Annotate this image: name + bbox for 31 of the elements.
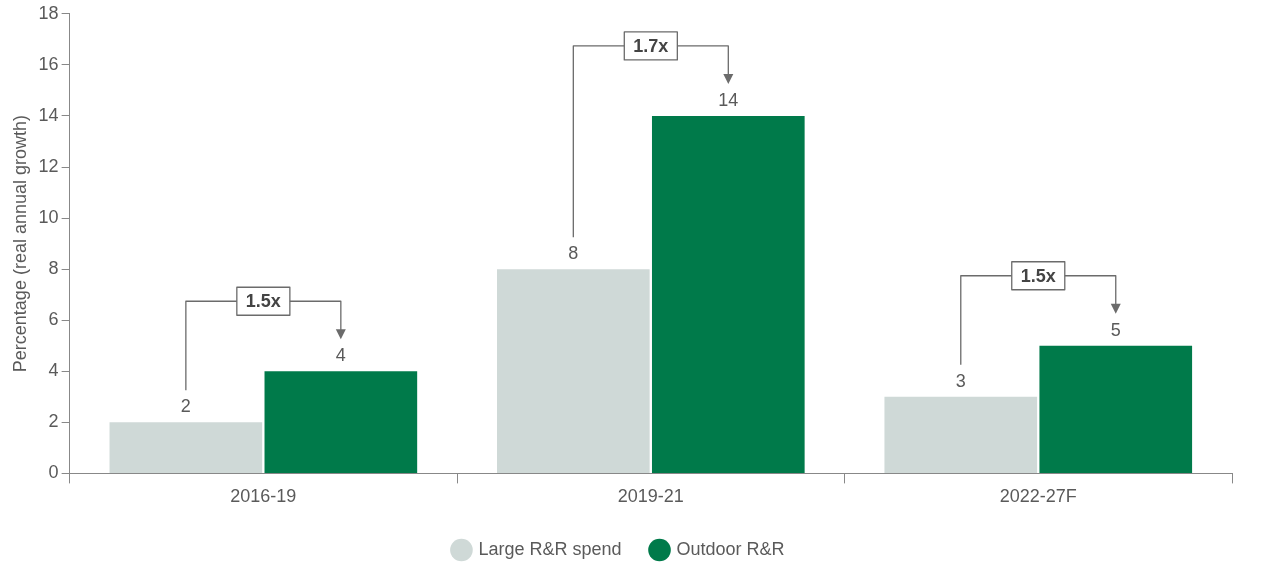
- y-tick-label: 18: [38, 2, 59, 23]
- y-tick-label: 16: [38, 53, 59, 74]
- y-tick-label: 6: [48, 309, 59, 330]
- y-tick-label: 12: [38, 155, 59, 176]
- bar: [1039, 345, 1193, 473]
- y-tick-label: 0: [48, 462, 59, 483]
- y-tick-label: 14: [38, 104, 59, 125]
- bar: [651, 115, 805, 473]
- y-axis-title: Percentage (real annual growth): [9, 115, 30, 373]
- data-label: 2: [180, 396, 191, 417]
- y-tick-label: 4: [48, 360, 59, 381]
- y-tick-label: 8: [48, 258, 59, 279]
- x-tick-label: 2019-21: [617, 486, 684, 507]
- bar: [264, 371, 418, 473]
- data-label: 4: [335, 345, 346, 366]
- data-label: 14: [718, 89, 739, 110]
- x-tick-label: 2022-27F: [999, 486, 1077, 507]
- data-label: 3: [955, 370, 966, 391]
- annotation: 1.5x: [245, 291, 281, 312]
- y-tick-label: 2: [48, 411, 59, 432]
- legend-label: Outdoor R&R: [676, 538, 785, 559]
- bar: [496, 269, 650, 473]
- annotation: 1.5x: [1020, 265, 1056, 286]
- y-tick-label: 10: [38, 207, 59, 228]
- x-tick-label: 2016-19: [230, 486, 297, 507]
- legend-label: Large R&R spend: [478, 538, 622, 559]
- data-label: 5: [1110, 319, 1121, 340]
- annotation: 1.7x: [633, 35, 669, 56]
- bar: [884, 396, 1038, 473]
- bar: [109, 422, 263, 473]
- data-label: 8: [568, 243, 579, 264]
